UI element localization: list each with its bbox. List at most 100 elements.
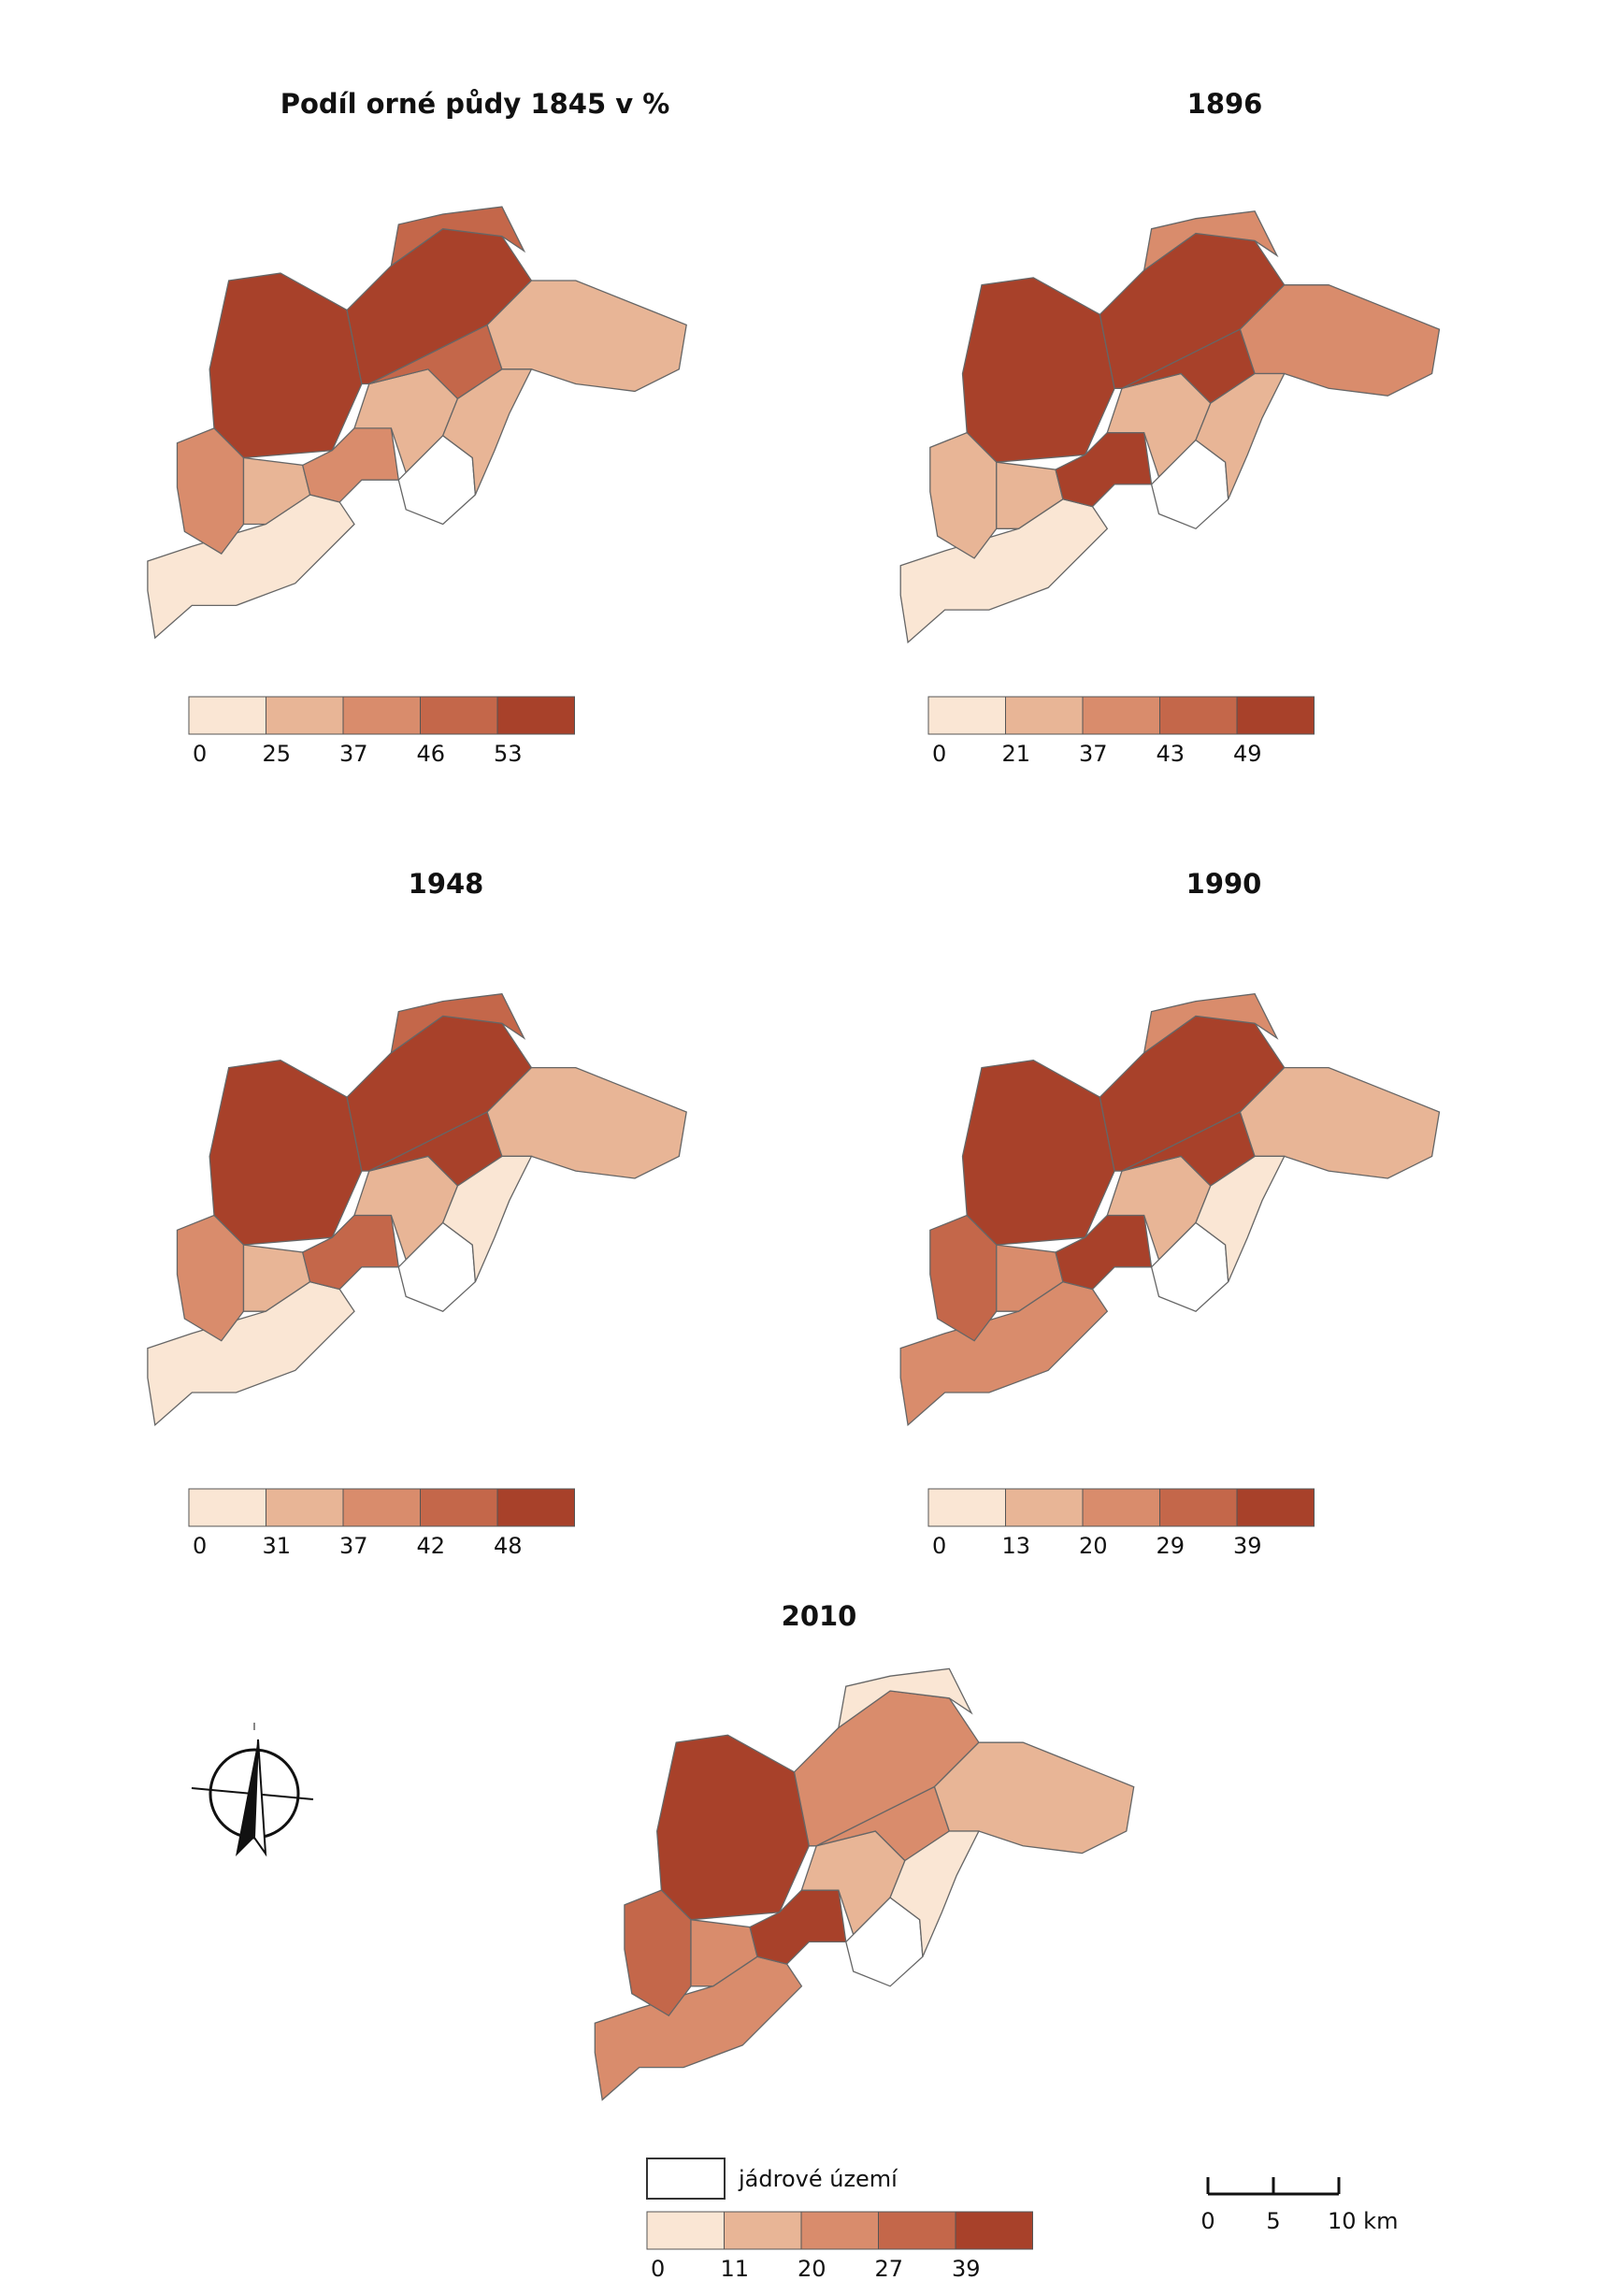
legend-label: 0 <box>932 741 946 767</box>
district <box>1143 992 1279 1055</box>
district <box>996 1244 1064 1312</box>
map-title: 1896 <box>1187 88 1263 120</box>
legend-swatch <box>188 1488 266 1527</box>
legend-label: 37 <box>1079 741 1108 767</box>
district <box>208 1060 363 1246</box>
legend-swatch <box>1159 1488 1238 1527</box>
legend-swatch <box>646 2211 725 2250</box>
district <box>837 1667 973 1729</box>
legend-swatch <box>496 1488 575 1527</box>
core-legend-box <box>646 2158 726 2200</box>
district <box>1239 284 1441 397</box>
core-legend-label: jádrové území <box>738 2166 898 2192</box>
district <box>486 1066 687 1179</box>
legend-swatch <box>266 1488 344 1527</box>
legend-label: 46 <box>417 741 446 767</box>
district <box>996 461 1064 529</box>
district <box>961 277 1115 463</box>
map-title: 1990 <box>1186 868 1262 900</box>
legend-swatch <box>342 696 421 735</box>
map <box>594 1667 1135 2101</box>
legend-swatch <box>800 2211 879 2250</box>
district <box>1195 372 1286 499</box>
legend-swatch <box>927 1488 1006 1527</box>
map <box>147 992 687 1426</box>
district <box>929 431 998 559</box>
district <box>176 1214 245 1342</box>
scale-label: 10 km <box>1328 2208 1398 2234</box>
legend-label: 20 <box>1079 1533 1108 1559</box>
legend-label: 13 <box>1002 1533 1031 1559</box>
scale-label: 5 <box>1266 2208 1280 2234</box>
legend-label: 27 <box>875 2256 904 2282</box>
legend-label: 43 <box>1157 741 1186 767</box>
legend-label: 42 <box>417 1533 446 1559</box>
legend-label: 39 <box>952 2256 981 2282</box>
legend-label: 0 <box>193 1533 207 1559</box>
legend-swatch <box>420 696 498 735</box>
scale-bar <box>1206 2177 1341 2196</box>
legend-swatch <box>1082 696 1160 735</box>
legend-swatch <box>420 1488 498 1527</box>
legend-swatch <box>266 696 344 735</box>
legend-label: 49 <box>1233 741 1262 767</box>
scale-label: 0 <box>1200 2208 1214 2234</box>
legend-label: 37 <box>339 1533 368 1559</box>
district <box>242 1244 311 1312</box>
map <box>899 210 1441 644</box>
legend-label: 21 <box>1002 741 1031 767</box>
map-title: 1948 <box>409 868 484 900</box>
district <box>899 1280 1109 1426</box>
district <box>690 1918 758 1987</box>
north-arrow <box>191 1723 314 1857</box>
map-title: 2010 <box>782 1600 857 1632</box>
legend-label: 37 <box>339 741 368 767</box>
district <box>441 368 533 496</box>
district <box>176 427 245 555</box>
district <box>624 1889 692 2017</box>
legend-label: 0 <box>651 2256 665 2282</box>
legend-label: 0 <box>932 1533 946 1559</box>
district <box>208 272 363 459</box>
district <box>899 498 1109 644</box>
district <box>242 456 311 526</box>
legend-swatch <box>1005 1488 1084 1527</box>
legend-swatch <box>1082 1488 1160 1527</box>
district <box>656 1734 810 1921</box>
legend-swatch <box>342 1488 421 1527</box>
district <box>933 1741 1135 1855</box>
legend-swatch <box>1005 696 1084 735</box>
district <box>390 206 526 267</box>
legend-swatch <box>927 696 1006 735</box>
legend-label: 39 <box>1233 1533 1262 1559</box>
legend-label: 25 <box>263 741 292 767</box>
district <box>961 1060 1115 1246</box>
legend-swatch <box>188 696 266 735</box>
map <box>147 206 687 640</box>
legend-swatch <box>878 2211 956 2250</box>
legend-swatch <box>1159 696 1238 735</box>
legend-label: 0 <box>193 741 207 767</box>
district <box>486 280 687 393</box>
legend-swatch <box>496 696 575 735</box>
district <box>889 1830 980 1957</box>
district <box>929 1214 998 1342</box>
district <box>1239 1066 1441 1179</box>
legend-label: 20 <box>798 2256 826 2282</box>
district <box>147 494 355 640</box>
map <box>899 992 1441 1426</box>
legend-label: 29 <box>1157 1533 1186 1559</box>
legend-swatch <box>1236 696 1315 735</box>
legend-swatch <box>724 2211 802 2250</box>
legend-label: 53 <box>494 741 523 767</box>
legend-label: 48 <box>494 1533 523 1559</box>
legend-label: 31 <box>263 1533 292 1559</box>
legend-swatch <box>1236 1488 1315 1527</box>
district <box>594 1956 803 2101</box>
district <box>1195 1155 1286 1282</box>
district <box>1143 210 1279 272</box>
district <box>441 1155 533 1282</box>
district <box>390 992 526 1055</box>
legend-label: 11 <box>721 2256 750 2282</box>
